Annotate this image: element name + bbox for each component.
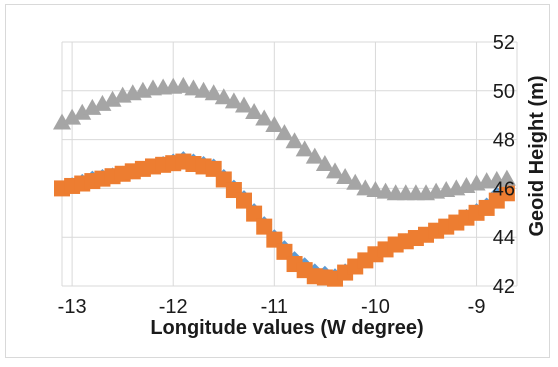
series-3-point xyxy=(255,109,274,126)
series-3-point xyxy=(83,98,102,115)
series-2-point xyxy=(256,218,273,235)
series-3-point xyxy=(63,108,82,125)
series-3-point xyxy=(194,81,213,98)
x-tick-label: -12 xyxy=(159,296,188,318)
series-3-point xyxy=(295,140,314,157)
series-3-point xyxy=(214,88,233,105)
y-tick-label: 44 xyxy=(493,227,515,249)
series-layer xyxy=(53,76,516,287)
series-2-point xyxy=(498,185,515,202)
series-2-point xyxy=(246,205,263,222)
series-3-point xyxy=(245,102,264,119)
y-tick-label: 46 xyxy=(493,178,515,200)
x-axis-label: Longitude values (W degree) xyxy=(150,317,423,339)
series-2-point xyxy=(266,231,283,248)
series-3-point xyxy=(315,155,334,171)
series-2-point xyxy=(236,192,252,209)
series-3-point xyxy=(497,169,516,186)
y-tick-label: 52 xyxy=(493,32,515,54)
series-3-point xyxy=(285,132,304,149)
series-3-point xyxy=(305,147,324,164)
series-3-point xyxy=(103,90,122,107)
series-3-point xyxy=(336,168,355,185)
y-tick-label: 42 xyxy=(493,276,515,298)
series-3-point xyxy=(184,79,203,96)
series-2 xyxy=(54,153,515,287)
y-axis-label: Geoid Height (m) xyxy=(526,75,548,236)
x-tick-label: -13 xyxy=(58,296,87,318)
series-3-point xyxy=(235,96,253,113)
x-tick-label: -9 xyxy=(468,296,486,318)
series-3-point xyxy=(73,103,92,120)
series-3-point xyxy=(53,113,71,130)
series-3-point xyxy=(174,76,193,93)
series-3 xyxy=(53,76,516,201)
y-tick-label: 50 xyxy=(493,81,515,103)
series-3-point xyxy=(265,115,284,132)
x-tick-label: -10 xyxy=(361,296,390,318)
x-tick-label: -11 xyxy=(261,296,288,318)
series-2-point xyxy=(276,243,293,260)
series-3-point xyxy=(346,173,365,190)
series-3-point xyxy=(275,124,294,141)
y-tick-label: 48 xyxy=(493,130,515,152)
series-3-point xyxy=(224,92,243,109)
ticks: -13 -12 -11 -10 -9 42 44 46 48 50 52 xyxy=(58,32,515,318)
series-3-point xyxy=(93,94,112,111)
series-3-point xyxy=(326,162,344,179)
series-3-point xyxy=(204,84,223,101)
